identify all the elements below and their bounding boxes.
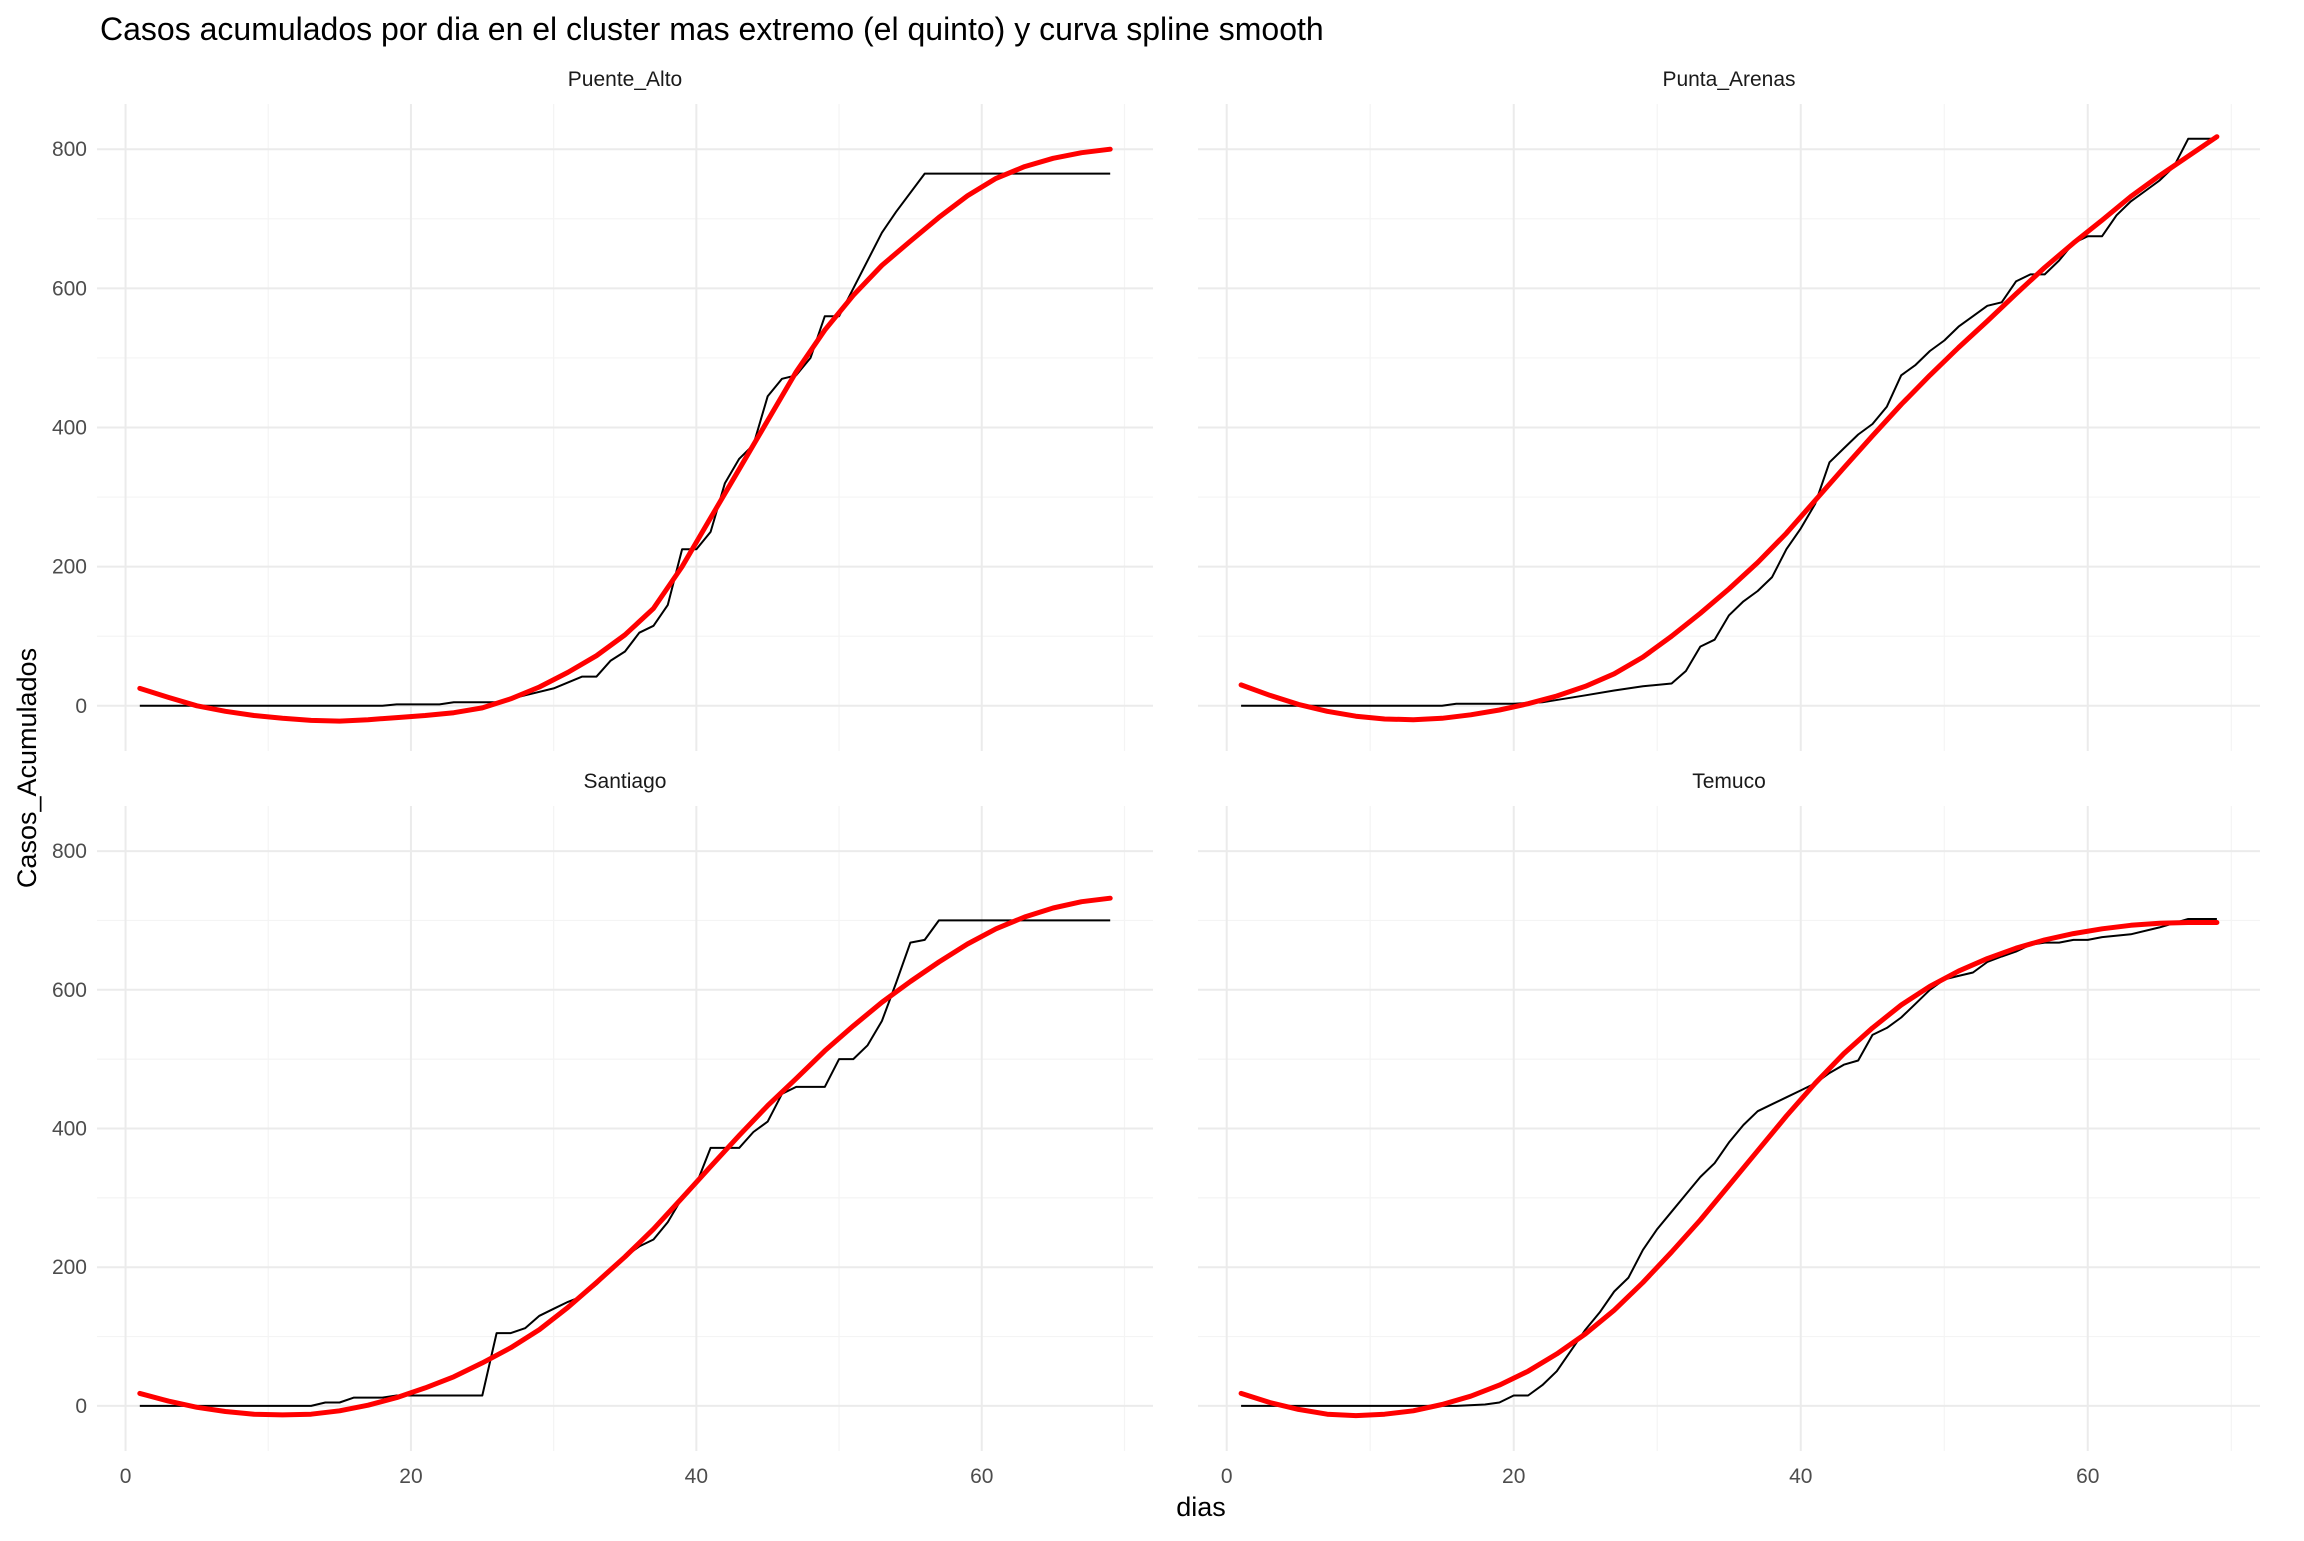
- y-tick-label: 200: [52, 1256, 87, 1279]
- y-tick-label: 800: [52, 138, 87, 161]
- smooth-spline-line: [137, 895, 1113, 1418]
- smooth-spline-line: [137, 146, 1113, 724]
- observed-series-line: [1241, 137, 2217, 707]
- x-tick-label: 20: [1502, 1465, 1525, 1488]
- facet-strip-label: Temuco: [1692, 770, 1766, 793]
- y-tick-label: 400: [52, 417, 87, 440]
- facet-panel-puente-alto: Puente_Alto 0 200 400 600 800: [52, 68, 1153, 751]
- y-tick-label: 0: [75, 1395, 87, 1418]
- facet-strip-label: Punta_Arenas: [1662, 68, 1795, 91]
- x-tick-label: 40: [1789, 1465, 1812, 1488]
- facet-panel-temuco: Temuco 0 20 40 60: [1198, 770, 2260, 1488]
- x-tick-label: 0: [120, 1465, 132, 1488]
- x-tick-label: 60: [2076, 1465, 2099, 1488]
- facets-layer: Puente_Alto0200400600800Punta_ArenasSant…: [52, 68, 2260, 1488]
- observed-series-line: [139, 919, 1111, 1407]
- x-tick-label: 40: [685, 1465, 708, 1488]
- y-axis-title: Casos_Acumulados: [12, 648, 42, 888]
- observed-series-line: [139, 172, 1111, 707]
- x-tick-label: 0: [1221, 1465, 1233, 1488]
- x-tick-label: 20: [399, 1465, 422, 1488]
- x-tick-label: 60: [970, 1465, 993, 1488]
- y-tick-label: 200: [52, 556, 87, 579]
- smooth-spline-line: [1238, 920, 2220, 1419]
- chart-title: Casos acumulados por dia en el cluster m…: [100, 11, 1324, 47]
- y-tick-label: 600: [52, 277, 87, 300]
- y-tick-label: 400: [52, 1118, 87, 1141]
- x-axis-title: dias: [1176, 1492, 1226, 1522]
- facet-panel-santiago: Santiago 0 200 400 600 800 0 20 40 60: [52, 770, 1153, 1488]
- smooth-spline-line: [1238, 134, 2220, 723]
- facet-panel-punta-arenas: Punta_Arenas: [1198, 68, 2260, 751]
- y-tick-label: 0: [75, 695, 87, 718]
- facet-strip-label: Puente_Alto: [568, 68, 682, 91]
- y-tick-label: 800: [52, 840, 87, 863]
- y-tick-label: 600: [52, 979, 87, 1002]
- facet-strip-label: Santiago: [584, 770, 667, 793]
- observed-series-line: [1241, 918, 2217, 1407]
